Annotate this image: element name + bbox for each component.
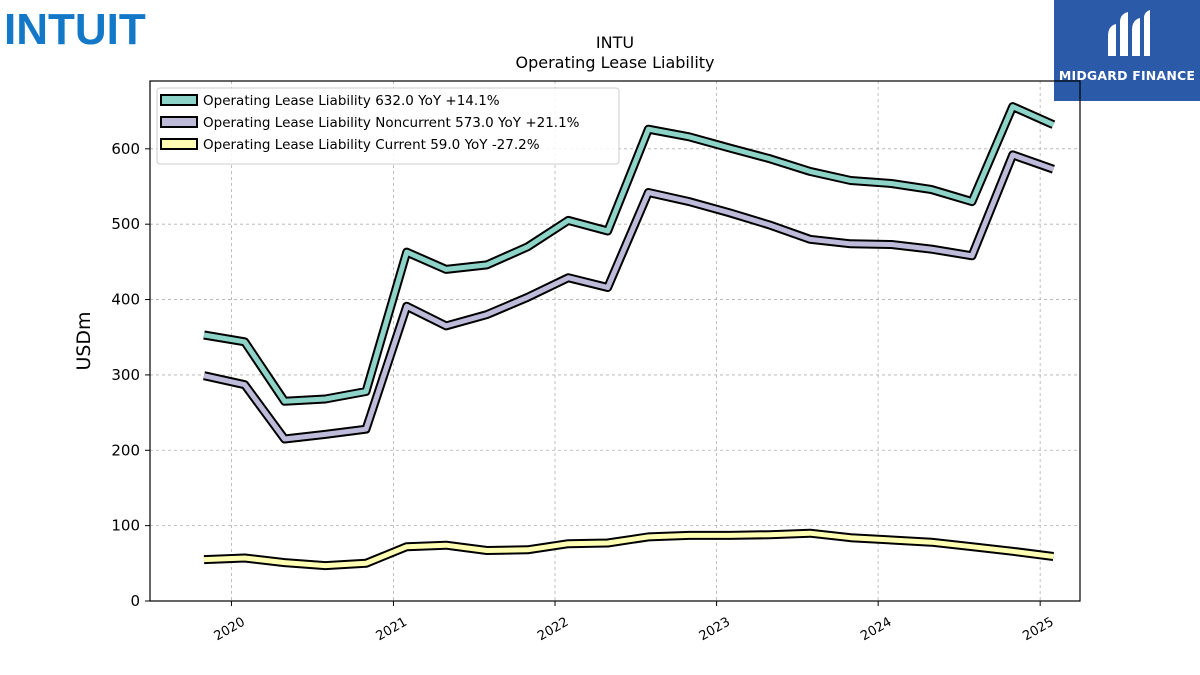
legend-swatch xyxy=(160,94,198,106)
intuit-logo-text: INTUIT xyxy=(4,5,146,54)
y-tick-label: 0 xyxy=(130,592,140,610)
y-tick-label: 500 xyxy=(111,215,140,233)
y-tick-label: 300 xyxy=(111,366,140,384)
x-tick-label: 2023 xyxy=(697,615,733,645)
y-axis-label: USDm xyxy=(73,311,95,370)
series-line xyxy=(203,530,1054,569)
y-tick-label: 200 xyxy=(111,441,140,459)
series-line xyxy=(203,152,1055,442)
midgard-logo-text: MIDGARD FINANCE xyxy=(1058,68,1196,83)
intuit-logo-graphic: INTUIT xyxy=(4,5,146,54)
legend-label: Operating Lease Liability Current 59.0 Y… xyxy=(203,137,540,153)
midgard-finance-logo: MIDGARD FINANCE xyxy=(1054,0,1200,101)
legend-swatch xyxy=(160,116,198,128)
chart-title: INTU xyxy=(596,33,634,52)
legend: Operating Lease Liability 632.0 YoY +14.… xyxy=(156,87,620,165)
x-tick-label: 2024 xyxy=(858,615,894,645)
series-line xyxy=(203,104,1055,404)
legend-box xyxy=(156,87,620,165)
legend-label: Operating Lease Liability 632.0 YoY +14.… xyxy=(203,93,500,109)
x-tick-label: 2025 xyxy=(1020,615,1056,645)
intuit-logo: INTUIT xyxy=(4,4,154,54)
midgard-mark-icon xyxy=(1108,10,1150,56)
chart-subtitle: Operating Lease Liability xyxy=(515,53,714,72)
plot-frame xyxy=(149,80,1081,602)
legend-label: Operating Lease Liability Noncurrent 573… xyxy=(203,115,580,131)
y-tick-label: 600 xyxy=(111,140,140,158)
series-lines xyxy=(203,102,1056,571)
x-tick-label: 2021 xyxy=(374,615,410,645)
legend-swatch xyxy=(160,138,198,150)
y-tick-label: 100 xyxy=(111,517,140,535)
x-tick-label: 2020 xyxy=(212,615,248,645)
y-tick-label: 400 xyxy=(111,291,140,309)
x-tick-label: 2022 xyxy=(535,615,571,645)
